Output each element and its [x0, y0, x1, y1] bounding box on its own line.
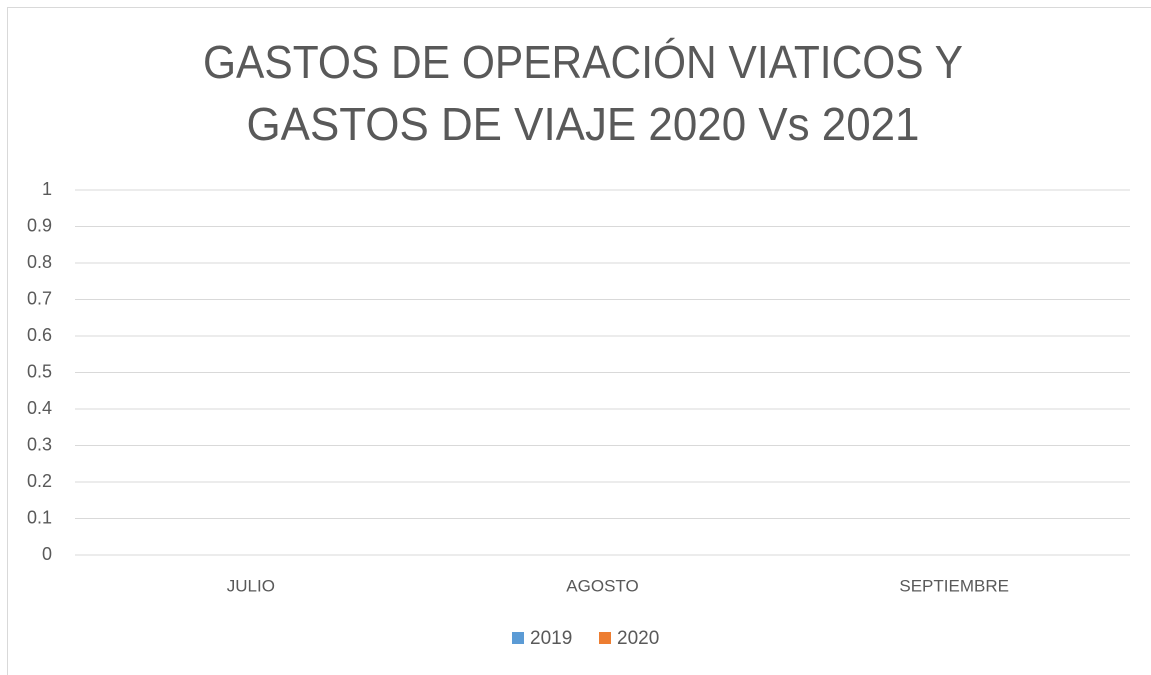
legend-swatch [599, 632, 611, 644]
y-tick-label: 0.2 [27, 471, 52, 491]
y-tick-label: 0 [42, 544, 52, 564]
x-tick-label: SEPTIEMBRE [899, 576, 1009, 595]
x-tick-label: JULIO [227, 576, 275, 595]
legend-label: 2020 [617, 628, 659, 649]
x-tick-label: AGOSTO [566, 576, 638, 595]
legend-swatch [512, 632, 524, 644]
y-tick-label: 0.6 [27, 325, 52, 345]
y-tick-label: 0.9 [27, 215, 52, 235]
y-tick-label: 0.8 [27, 252, 52, 272]
y-tick-label: 0.5 [27, 361, 52, 381]
chart-border [7, 7, 1151, 675]
y-tick-label: 0.3 [27, 434, 52, 454]
y-tick-label: 0.7 [27, 288, 52, 308]
y-tick-label: 1 [42, 179, 52, 199]
legend-label: 2019 [530, 628, 572, 649]
chart-title: GASTOS DE VIAJE 2020 Vs 2021 [247, 98, 920, 150]
chart-title: GASTOS DE OPERACIÓN VIATICOS Y [203, 36, 963, 88]
y-tick-label: 0.1 [27, 507, 52, 527]
y-tick-label: 0.4 [27, 398, 52, 418]
